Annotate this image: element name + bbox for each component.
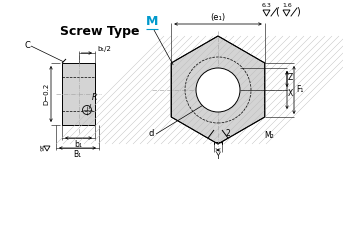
Bar [214,142,222,144]
Text: M₂: M₂ [264,132,274,140]
Text: ): ) [296,7,300,17]
Text: (: ( [275,7,279,17]
Text: Z: Z [288,73,293,81]
Text: 2: 2 [225,129,230,139]
Text: M: M [146,15,158,28]
Text: 16: 16 [37,144,42,151]
Text: R: R [92,93,97,102]
Text: 1.6: 1.6 [282,3,292,8]
Text: Screw Type: Screw Type [60,25,140,38]
Text: b₁/2: b₁/2 [97,46,111,52]
Circle shape [196,68,240,112]
Text: X: X [288,89,293,98]
Text: Y: Y [216,152,220,161]
Text: F₁: F₁ [296,85,303,94]
Text: D−0.2: D−0.2 [43,83,49,105]
Text: (e₁): (e₁) [211,13,226,22]
Text: b₁: b₁ [74,140,82,149]
Polygon shape [171,36,265,144]
Bar [62,63,95,125]
Text: B₁: B₁ [73,150,82,159]
Text: d: d [149,129,154,139]
Text: 6.3: 6.3 [262,3,272,8]
Text: C: C [24,40,30,50]
